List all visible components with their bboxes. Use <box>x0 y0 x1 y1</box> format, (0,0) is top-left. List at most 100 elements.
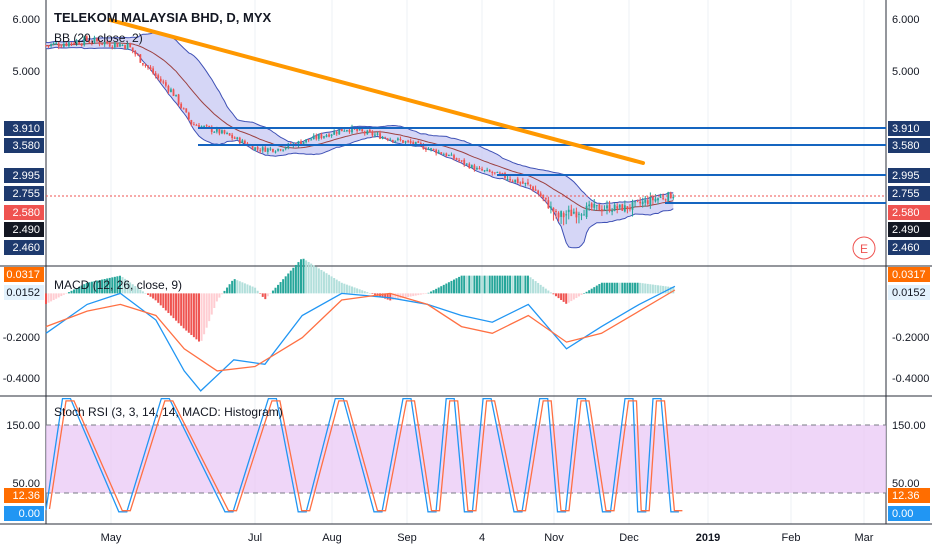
candle-body <box>557 212 560 218</box>
candle-body <box>307 139 310 141</box>
tick-label: 50.00 <box>892 478 920 490</box>
candle-body <box>96 38 98 42</box>
macd-histogram-bar <box>223 290 226 294</box>
macd-histogram-bar <box>118 275 121 294</box>
candle-body <box>266 148 269 152</box>
candle-body <box>445 153 448 156</box>
trendline[interactable] <box>108 18 645 165</box>
tag-2580-right <box>888 205 930 220</box>
macd-histogram-bar <box>180 293 183 326</box>
macd-histogram-bar <box>141 291 144 294</box>
candle-body <box>282 149 285 151</box>
macd-histogram-bar <box>333 278 336 294</box>
macd-histogram-bar <box>537 282 540 294</box>
macd-histogram-bar <box>542 286 545 294</box>
time-label: Dec <box>619 532 639 544</box>
macd-histogram-bar <box>646 283 649 294</box>
candle-body <box>527 182 529 185</box>
tag-label: 2.995 <box>892 170 920 182</box>
candle-body <box>570 209 573 217</box>
candle-body <box>537 190 540 194</box>
candle-body <box>297 141 300 146</box>
macd-histogram-bar <box>279 282 282 294</box>
macd-histogram-bar <box>348 285 351 294</box>
macd-histogram-bar <box>654 284 657 294</box>
macd-histogram-bar <box>447 282 450 294</box>
candle-body <box>221 130 223 134</box>
macd-histogram-bar <box>136 287 139 294</box>
time-label: May <box>101 532 122 544</box>
tag-3580-right <box>888 138 930 153</box>
macd-histogram-bar <box>356 288 359 294</box>
macd-histogram-bar <box>669 286 672 294</box>
candle-body <box>210 126 213 132</box>
candle-body <box>251 145 254 150</box>
tag-2460-left <box>4 240 44 255</box>
macd-histogram-bar <box>157 293 160 303</box>
macd-histogram-bar <box>172 293 175 319</box>
macd-histogram-bar <box>259 293 262 294</box>
macd-histogram-bar <box>139 289 142 294</box>
candle-body <box>302 141 305 145</box>
macd-histogram-bar <box>600 282 603 294</box>
macd-histogram-bar <box>182 293 185 329</box>
candle-body <box>613 204 616 211</box>
tag-3910-right <box>888 121 930 136</box>
macd-histogram-bar <box>460 275 463 294</box>
macd-histogram-bar <box>101 279 104 294</box>
candle-body <box>116 43 119 48</box>
candle-body <box>218 128 221 134</box>
macd-histogram-bar <box>67 292 70 294</box>
earnings-marker[interactable] <box>852 236 876 260</box>
macd-histogram-bar <box>488 275 491 294</box>
macd-histogram-bar <box>345 284 348 294</box>
macd-histogram-bar <box>338 281 341 294</box>
macd-histogram-bar <box>570 293 573 302</box>
time-label: Feb <box>782 532 801 544</box>
candle-body <box>335 132 338 134</box>
macd-histogram-bar <box>113 276 116 294</box>
macd-histogram-bar <box>315 266 318 294</box>
candle-body <box>483 170 486 172</box>
macd-histogram-bar <box>65 293 68 294</box>
candle-body <box>659 196 662 198</box>
tag-stoch-d-left <box>4 506 44 521</box>
candle-body <box>404 141 407 143</box>
candle-body <box>343 130 346 132</box>
macd-histogram-bar <box>73 289 76 294</box>
candle-body <box>157 75 160 79</box>
macd-histogram-bar <box>417 293 420 296</box>
candle-body <box>312 135 315 140</box>
macd-histogram-bar <box>506 275 509 294</box>
time-label: Nov <box>544 532 564 544</box>
bb-indicator-label: BB (20, close, 2) <box>54 31 143 45</box>
candle-body <box>47 45 50 47</box>
macd-histogram-bar <box>598 284 601 294</box>
macd-histogram-bar <box>402 293 404 299</box>
tag-label: 3.910 <box>892 123 920 135</box>
macd-histogram-bar <box>552 293 555 295</box>
candle-body <box>606 205 608 209</box>
candle-body <box>488 170 491 172</box>
macd-indicator-label: MACD (12, 26, close, 9) <box>54 278 182 292</box>
candle-body <box>478 168 481 170</box>
macd-histogram-bar <box>251 286 254 294</box>
candle-body <box>88 41 91 43</box>
macd-histogram-bar <box>261 293 264 297</box>
macd-histogram-bar <box>300 259 302 294</box>
macd-histogram-bar <box>322 271 325 294</box>
tick-label: -0.2000 <box>892 332 929 344</box>
candle-body <box>621 204 624 211</box>
candle-body <box>641 201 644 205</box>
tag-label: 3.580 <box>892 140 920 152</box>
macd-histogram-bar <box>195 293 198 340</box>
candle-body <box>45 45 47 47</box>
candle-body <box>509 178 511 181</box>
candle-body <box>73 43 75 45</box>
macd-histogram-bar <box>608 282 611 294</box>
macd-histogram-bar <box>585 291 588 294</box>
candle-body <box>346 130 348 132</box>
candle-body <box>108 42 111 47</box>
macd-histogram-bar <box>435 288 438 294</box>
macd-histogram-bar <box>363 291 366 294</box>
